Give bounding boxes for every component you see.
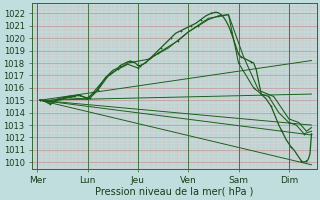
X-axis label: Pression niveau de la mer( hPa ): Pression niveau de la mer( hPa ) bbox=[95, 187, 253, 197]
